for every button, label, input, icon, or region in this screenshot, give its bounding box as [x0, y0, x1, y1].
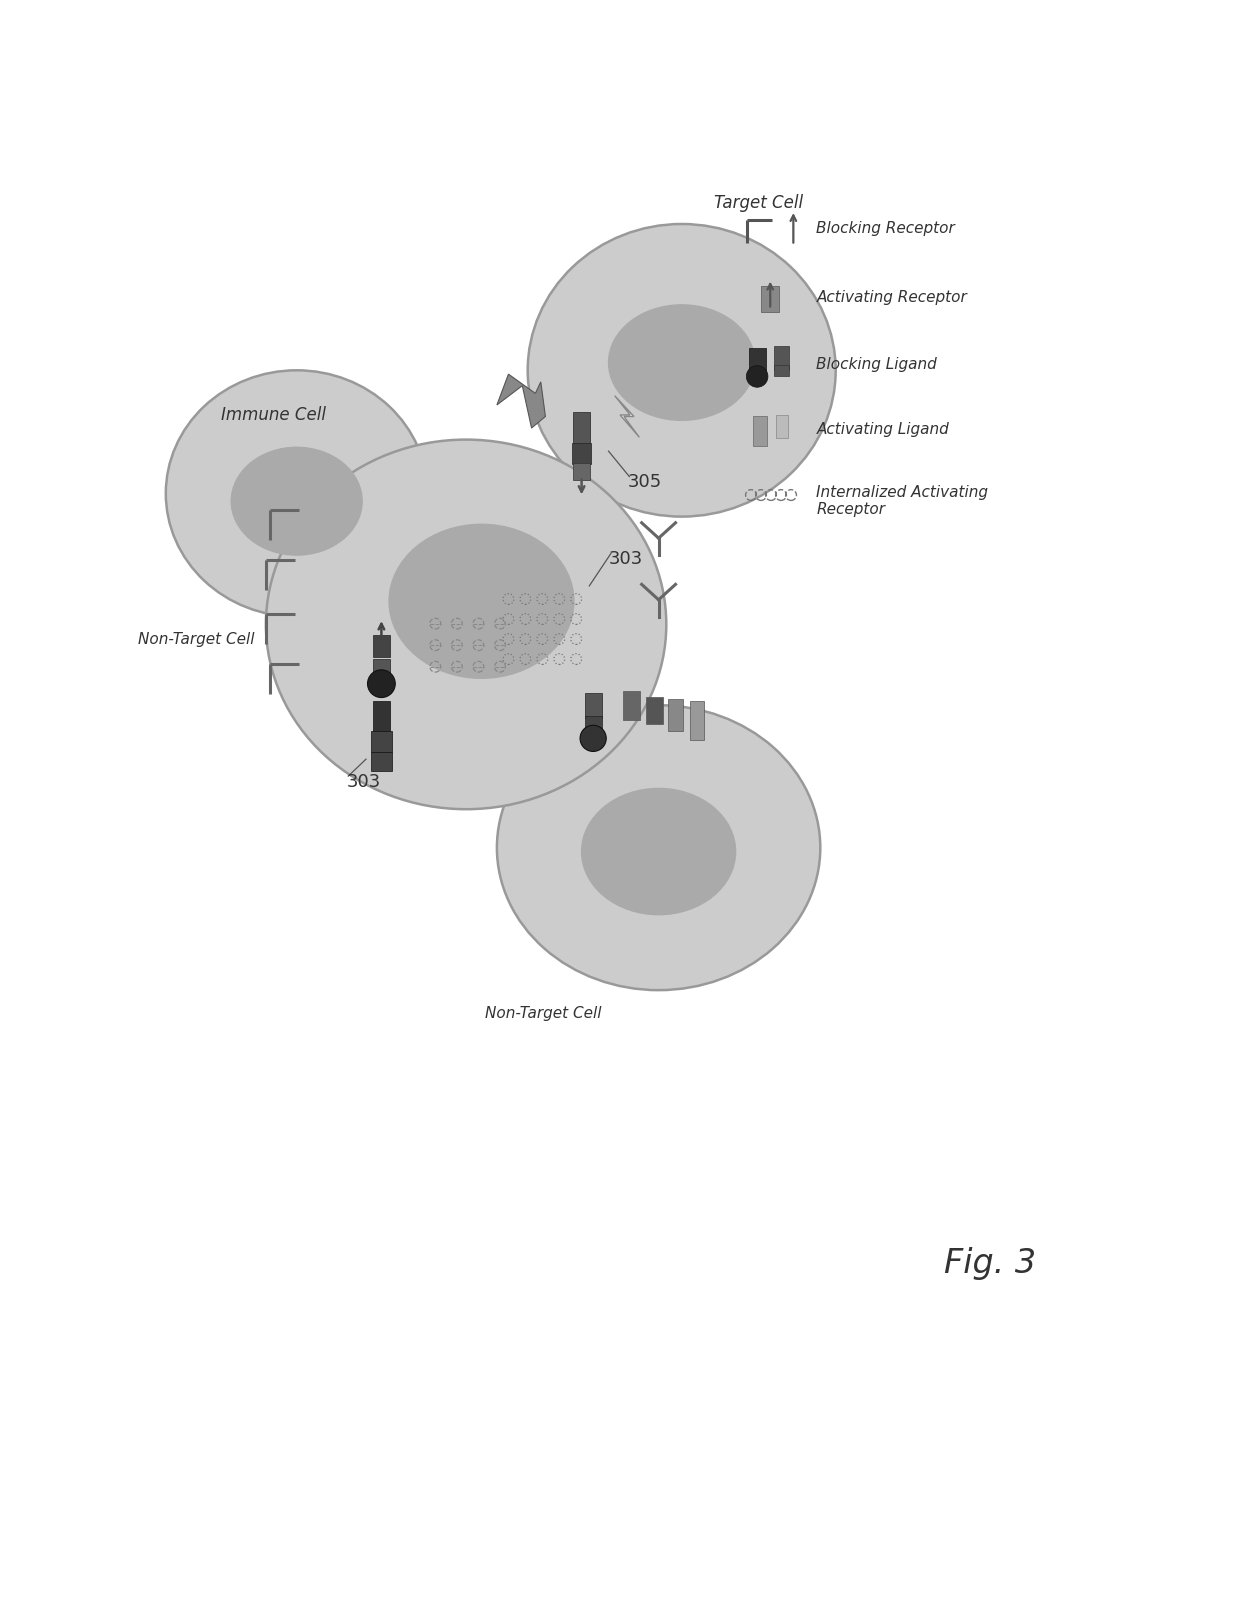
Bar — [573, 412, 590, 452]
Text: Non-Target Cell: Non-Target Cell — [485, 1006, 601, 1021]
Circle shape — [580, 724, 606, 752]
Circle shape — [367, 670, 396, 697]
Text: 305: 305 — [627, 473, 662, 491]
Bar — [371, 752, 392, 771]
Text: 303: 303 — [347, 773, 381, 791]
Text: Target Cell: Target Cell — [714, 195, 804, 213]
Text: Activating Receptor: Activating Receptor — [816, 290, 967, 304]
Ellipse shape — [582, 789, 735, 914]
Bar — [774, 346, 790, 370]
Bar — [373, 636, 389, 657]
Bar — [776, 415, 787, 438]
Ellipse shape — [231, 448, 362, 555]
Bar — [585, 716, 601, 736]
Text: Fig. 3: Fig. 3 — [944, 1248, 1035, 1280]
Polygon shape — [497, 374, 546, 428]
Text: 303: 303 — [609, 551, 642, 568]
Ellipse shape — [389, 525, 574, 678]
Text: Blocking Receptor: Blocking Receptor — [816, 221, 955, 237]
Bar — [691, 702, 704, 741]
Polygon shape — [615, 396, 640, 438]
Bar — [572, 443, 591, 464]
Bar — [749, 348, 765, 377]
Text: Immune Cell: Immune Cell — [221, 406, 326, 423]
Ellipse shape — [265, 440, 666, 810]
Ellipse shape — [497, 705, 821, 990]
Bar — [585, 692, 601, 718]
Bar — [371, 731, 392, 752]
Circle shape — [746, 365, 768, 388]
Bar — [573, 464, 590, 480]
Bar — [373, 658, 389, 679]
Bar — [668, 699, 683, 731]
Bar — [646, 697, 663, 724]
Text: Activating Ligand: Activating Ligand — [816, 422, 949, 436]
Bar — [373, 702, 389, 733]
Ellipse shape — [528, 224, 836, 517]
Text: Blocking Ligand: Blocking Ligand — [816, 357, 937, 372]
Text: Non-Target Cell: Non-Target Cell — [139, 633, 255, 647]
Bar — [761, 285, 780, 312]
Ellipse shape — [609, 304, 755, 420]
Bar — [624, 691, 640, 720]
Bar — [774, 365, 790, 375]
Text: Internalized Activating
Receptor: Internalized Activating Receptor — [816, 485, 988, 517]
Bar — [754, 417, 768, 446]
Ellipse shape — [166, 370, 428, 617]
